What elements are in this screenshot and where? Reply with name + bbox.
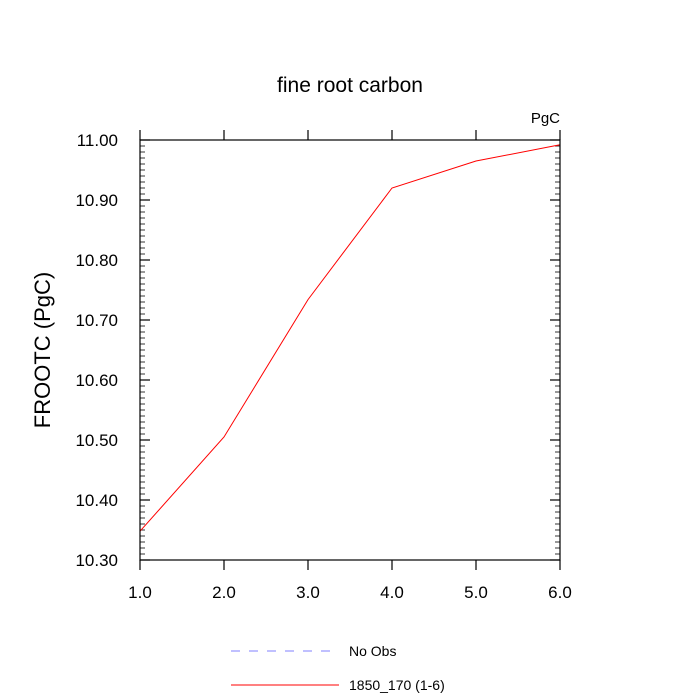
y-tick-label-5: 10.80 [75,251,118,270]
legend-label-0: No Obs [349,643,396,659]
chart-title: fine root carbon [277,74,423,97]
x-tick-label-0: 1.0 [128,583,152,602]
y-tick-label-2: 10.50 [75,431,118,450]
x-tick-label-3: 4.0 [380,583,404,602]
y-tick-label-1: 10.40 [75,491,118,510]
y-tick-label-6: 10.90 [75,191,118,210]
y-tick-label-0: 10.30 [75,551,118,570]
x-tick-label-4: 5.0 [464,583,488,602]
series-line-0 [139,144,561,532]
y-tick-label-3: 10.60 [75,371,118,390]
legend: No Obs 1850_170 (1-6) [231,643,445,693]
y-tick-label-4: 10.70 [75,311,118,330]
tick-labels: 1.0 2.0 3.0 4.0 5.0 6.0 10.30 10.40 10.50 10.60 10… [75,131,571,602]
data-series [139,144,561,532]
y-tick-label-7: 11.00 [77,131,118,150]
x-tick-label-1: 2.0 [212,583,236,602]
units-label: PgC [531,110,560,127]
plot-frame [139,139,561,561]
y-axis-label: FROOTC (PgC) [30,272,55,428]
x-tick-label-5: 6.0 [548,583,572,602]
x-tick-label-2: 3.0 [296,583,320,602]
legend-label-1: 1850_170 (1-6) [349,677,445,693]
axis-ticks [139,130,561,570]
